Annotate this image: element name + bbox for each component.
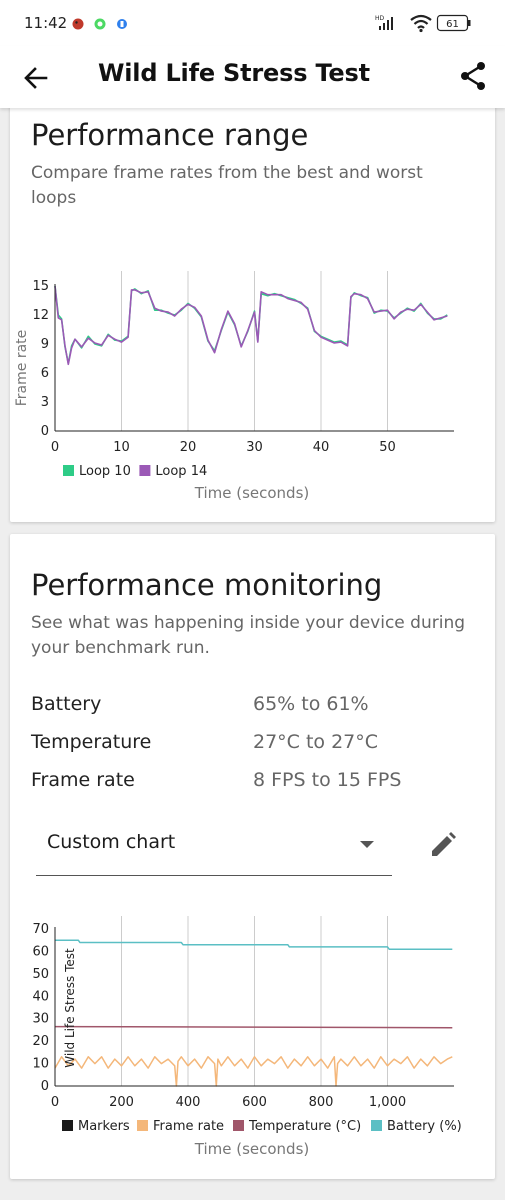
notification-icons (72, 16, 128, 36)
legend-swatch (139, 465, 151, 476)
dropdown-selected-value: Custom chart (47, 831, 176, 853)
pencil-icon (432, 832, 456, 856)
y-tick-label: 0 (41, 1079, 49, 1094)
back-button[interactable] (20, 62, 52, 94)
app-notification-icon (72, 18, 84, 30)
x-axis-label: Time (seconds) (194, 484, 310, 502)
series-line (54, 285, 448, 366)
share-button[interactable] (457, 60, 489, 92)
caret-down-icon (360, 841, 374, 848)
status-time: 11:42 (24, 14, 68, 32)
y-tick-label: 10 (32, 1057, 49, 1072)
series-line (54, 1025, 453, 1029)
edit-chart-button[interactable] (428, 830, 458, 860)
legend-swatch (63, 465, 74, 476)
y-tick-label: 9 (41, 337, 49, 352)
performance-range-chart: 0 10 20 30 40 50 0 3 6 9 12 15 Loop 10 Loop 14 Frame… (14, 271, 454, 502)
series-line (54, 1056, 453, 1087)
x-tick-label: 400 (176, 1095, 201, 1110)
wifi-icon (410, 14, 432, 33)
x-tick-label: 50 (379, 440, 396, 455)
y-tick-label: 60 (32, 944, 49, 959)
legend-swatch (62, 1120, 73, 1131)
status-bar: 11:42 HD (0, 0, 505, 46)
y-tick-label: 3 (41, 395, 49, 410)
y-tick-label: 12 (32, 308, 49, 323)
legend-swatch (137, 1120, 148, 1131)
x-tick-label: 40 (313, 440, 330, 455)
performance-range-title: Performance range (31, 118, 309, 152)
performance-monitoring-card: Performance monitoring See what was happ… (10, 534, 495, 1179)
app-bar: Wild Life Stress Test (0, 46, 505, 108)
series-line (55, 939, 453, 950)
y-tick-label: 6 (41, 366, 49, 381)
x-tick-label: 0 (51, 1095, 59, 1110)
share-icon (461, 62, 485, 90)
x-axis-label: Time (seconds) (194, 1140, 310, 1158)
y-tick-label: 40 (32, 989, 49, 1004)
performance-monitoring-subtitle: See what was happening inside your devic… (31, 613, 466, 658)
legend-swatch (371, 1120, 382, 1131)
temperature-value: 27°C to 27°C (253, 731, 379, 753)
y-tick-label: 70 (32, 922, 49, 937)
system-icons: HD 61 (375, 13, 479, 37)
x-tick-label: 800 (309, 1095, 334, 1110)
legend-label: Loop 10 (79, 464, 131, 479)
legend-label: Frame rate (153, 1119, 224, 1134)
arrow-left-icon (24, 67, 48, 89)
legend-label: Battery (%) (387, 1119, 462, 1134)
x-tick-label: 0 (51, 440, 59, 455)
frame-rate-value: 8 FPS to 15 FPS (253, 769, 402, 791)
series-line (54, 285, 448, 365)
performance-monitoring-title: Performance monitoring (31, 568, 383, 602)
y-axis-label: Frame rate (14, 330, 30, 407)
performance-range-subtitle: Compare frame rates from the best and wo… (31, 163, 423, 208)
temperature-label: Temperature (31, 731, 152, 753)
battery-icon: 61 (436, 14, 471, 32)
y-axis-label: Wild Life Stress Test (63, 948, 77, 1068)
legend-swatch (233, 1120, 244, 1131)
y-tick-label: 30 (32, 1012, 49, 1027)
y-tick-label: 50 (32, 967, 49, 982)
x-tick-label: 1,000 (369, 1095, 406, 1110)
battery-level: 61 (446, 19, 459, 30)
legend-label: Markers (78, 1119, 130, 1134)
x-tick-label: 10 (113, 440, 130, 455)
y-tick-label: 20 (32, 1034, 49, 1049)
x-tick-label: 20 (180, 440, 197, 455)
y-tick-label: 15 (32, 279, 49, 294)
page-title: Wild Life Stress Test (98, 59, 370, 87)
y-tick-label: 0 (41, 424, 49, 439)
battery-value: 65% to 61% (253, 693, 369, 715)
performance-range-card: Performance range Compare frame rates fr… (10, 100, 495, 522)
legend-label: Loop 14 (155, 464, 207, 479)
signal-icon (379, 17, 393, 30)
x-tick-label: 200 (109, 1095, 134, 1110)
x-tick-label: 30 (246, 440, 263, 455)
chart-type-dropdown[interactable]: Custom chart (36, 818, 392, 876)
frame-rate-label: Frame rate (31, 769, 135, 791)
x-tick-label: 600 (242, 1095, 267, 1110)
battery-label: Battery (31, 693, 102, 715)
legend-label: Temperature (°C) (248, 1119, 361, 1134)
network-label: HD (375, 15, 385, 22)
performance-monitoring-chart: 0 200 400 600 800 1,000 0 10 20 30 40 50 60 70 Marker… (32, 916, 462, 1158)
